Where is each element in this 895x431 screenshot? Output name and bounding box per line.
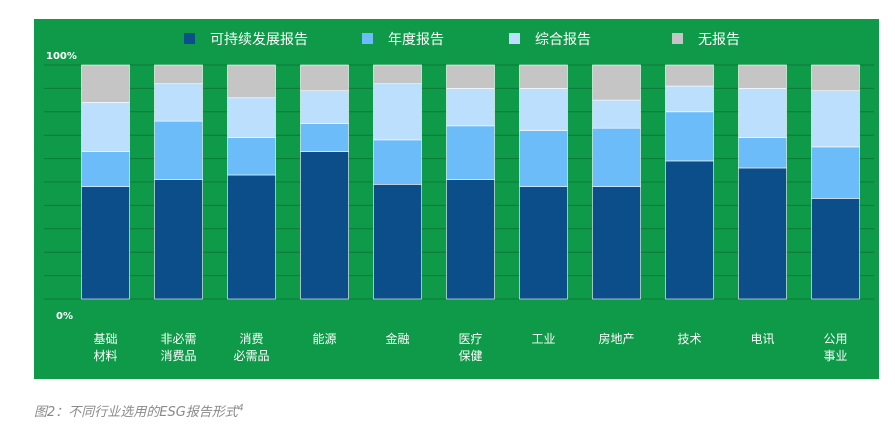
category-label: 保健: [458, 349, 482, 363]
caption-text: 图2：不同行业选用的ESG报告形式: [34, 405, 238, 420]
bar-segment: [738, 167, 787, 300]
bar-segment: [811, 90, 860, 148]
bar-segment: [81, 64, 130, 103]
bar-segment: [373, 83, 422, 141]
legend-label: 年度报告: [388, 32, 444, 48]
category-label: 事业: [823, 349, 847, 363]
category-label: 材料: [93, 349, 117, 363]
bar-segment: [446, 64, 495, 89]
bar-segment: [592, 127, 641, 187]
bar-segment: [154, 64, 203, 85]
bar-segment: [446, 179, 495, 300]
bar-segment: [665, 160, 714, 300]
legend-label: 可持续发展报告: [210, 31, 308, 48]
category-label: 技术: [677, 332, 701, 346]
bar-segment: [373, 64, 422, 85]
bar-segment: [154, 179, 203, 300]
bar-segment: [81, 102, 130, 152]
category-label: 公用: [823, 332, 847, 346]
category-label: 基础: [93, 332, 117, 346]
bar-segment: [373, 184, 422, 300]
bar-segment: [300, 151, 349, 300]
bar-segment: [738, 137, 787, 169]
bar-segment: [300, 90, 349, 124]
category-label: 消费: [239, 332, 263, 346]
bar-segment: [592, 186, 641, 300]
bar-segment: [811, 198, 860, 300]
legend-label: 综合报告: [535, 32, 591, 48]
category-label: 非必需: [160, 332, 196, 346]
caption-footnote-marker: 4: [237, 403, 244, 414]
legend-swatch: [362, 33, 373, 44]
bar-segment: [811, 64, 860, 92]
bar-segment: [446, 125, 495, 180]
bar-segment: [373, 139, 422, 185]
bar-segment: [300, 123, 349, 152]
bar-segment: [811, 146, 860, 199]
bar-segment: [738, 64, 787, 89]
bar-segment: [154, 83, 203, 122]
bar-segment: [738, 88, 787, 138]
category-label: 工业: [531, 332, 555, 346]
bar-segment: [665, 64, 714, 87]
legend-swatch: [184, 33, 195, 44]
bar-segment: [300, 64, 349, 92]
bar-segment: [519, 88, 568, 131]
category-label: 必需品: [233, 349, 269, 363]
category-label: 医疗: [458, 332, 482, 346]
bar-segment: [227, 97, 276, 138]
bar-segment: [154, 120, 203, 180]
legend-swatch: [509, 33, 520, 44]
bar-segment: [227, 137, 276, 176]
chart-panel: 100% 0% 基础材料 非必需消费品 消费必需品 能源 金融 医疗保健 工业 房地产 技术 电讯 公用…: [34, 19, 879, 379]
y-tick-label: 100%: [46, 51, 77, 62]
figure-caption: 图2：不同行业选用的ESG报告形式4: [34, 401, 244, 420]
bar-segment: [665, 111, 714, 162]
bar-segment: [592, 99, 641, 129]
legend-swatch: [672, 33, 683, 44]
legend-label: 无报告: [698, 32, 740, 48]
category-label: 电讯: [750, 332, 774, 346]
bar-segment: [519, 130, 568, 187]
bar-segment: [592, 64, 641, 101]
bar-segment: [446, 88, 495, 127]
y-tick-label: 0%: [56, 311, 73, 322]
bar-segment: [519, 186, 568, 300]
category-label: 房地产: [598, 331, 634, 346]
category-label: 消费品: [160, 349, 196, 363]
bar-segment: [519, 64, 568, 89]
bar-segment: [227, 174, 276, 300]
category-label: 金融: [385, 331, 409, 346]
bar-segment: [81, 186, 130, 300]
bar-segment: [227, 64, 276, 99]
category-label: 能源: [312, 332, 336, 346]
bar-segment: [81, 151, 130, 187]
bar-segment: [665, 85, 714, 113]
